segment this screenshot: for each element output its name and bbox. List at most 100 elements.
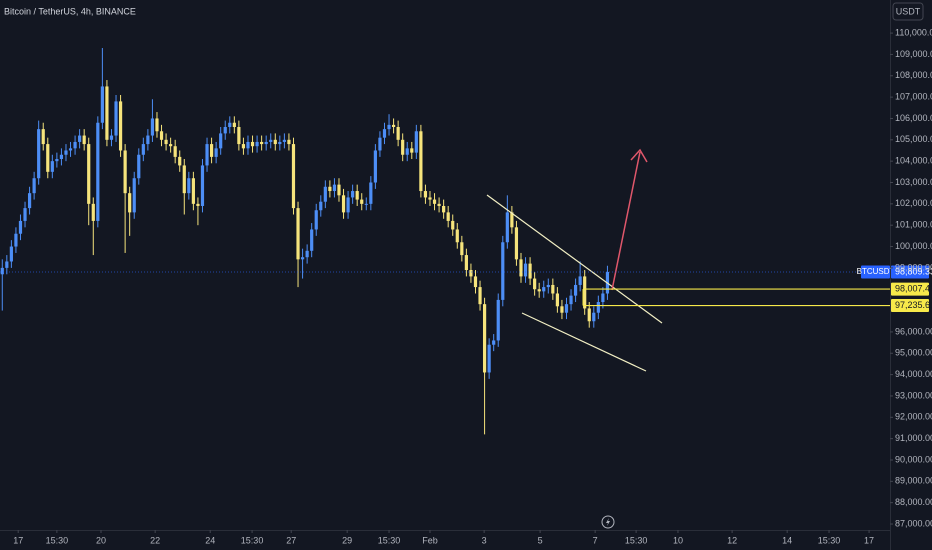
candle-body — [305, 250, 309, 258]
candle-body — [264, 141, 268, 145]
candle-body — [460, 242, 464, 256]
candle-body — [583, 276, 587, 309]
candle-body — [128, 193, 132, 213]
candle-body — [164, 139, 168, 145]
candle-body — [369, 182, 373, 204]
x-tick-label: 12 — [727, 535, 737, 545]
arrow-head — [630, 148, 648, 163]
candle-body — [569, 295, 573, 305]
candle-body — [187, 178, 191, 194]
y-tick-label: 95,000.00 — [895, 348, 932, 358]
candle-body — [169, 144, 173, 147]
candle-body — [96, 122, 100, 221]
candle-body — [364, 203, 368, 205]
x-tick-label: 17 — [13, 535, 23, 545]
lightning-icon[interactable] — [601, 515, 615, 529]
candle-body — [592, 312, 596, 322]
candle-body — [123, 150, 127, 194]
candle-body — [432, 199, 437, 204]
x-tick-label: 5 — [538, 535, 543, 545]
candle-body — [250, 141, 255, 147]
candle-body — [255, 141, 259, 147]
candle-body — [542, 287, 546, 292]
candle-body — [319, 201, 323, 211]
candle-body — [246, 141, 250, 149]
candle-body — [469, 270, 473, 277]
candle-body — [114, 101, 118, 136]
x-tick-label: 15:30 — [625, 535, 648, 545]
candle-body — [419, 131, 423, 192]
y-tick-label: 99,000.00 — [895, 262, 932, 272]
candle-body — [601, 293, 605, 303]
trend-line — [521, 312, 647, 372]
candle-body — [387, 124, 391, 130]
candle-body — [414, 131, 418, 153]
currency-button[interactable] — [892, 2, 924, 21]
candle-body — [137, 154, 141, 179]
x-tick-label: 29 — [342, 535, 352, 545]
y-tick-label: 96,000.00 — [895, 326, 932, 336]
candle-body — [492, 340, 496, 345]
candle-body — [182, 165, 186, 194]
candle-body — [287, 139, 291, 145]
candle-body — [442, 205, 446, 213]
symbol-label: BTCUSDT — [857, 267, 895, 276]
candle-body — [310, 229, 314, 251]
y-tick-label: 109,000.00 — [895, 49, 932, 59]
candle-body — [573, 284, 578, 296]
candle-body — [473, 276, 478, 288]
candle-body — [378, 137, 382, 151]
candle-body — [109, 135, 114, 140]
symbol-badge — [861, 265, 890, 279]
y-tick-label: 101,000.00 — [895, 220, 932, 230]
y-tick-label: 105,000.00 — [895, 134, 932, 144]
arrow-line — [611, 151, 641, 291]
candle-body — [100, 86, 104, 123]
x-tick-label: 15:30 — [46, 535, 69, 545]
y-tick-label: 92,000.00 — [895, 412, 932, 422]
candle-body — [451, 220, 455, 230]
candle-body — [300, 257, 305, 260]
candle-body — [46, 144, 50, 172]
candle-body — [214, 148, 218, 157]
candle-body — [482, 304, 487, 373]
candle-body — [596, 302, 600, 313]
candle-body — [223, 127, 227, 134]
x-tick-label: 15:30 — [241, 535, 264, 545]
candle-body — [205, 144, 209, 166]
candle-body — [9, 246, 13, 262]
candle-body — [323, 186, 327, 202]
candle-body — [269, 139, 273, 142]
x-tick-label: 3 — [482, 535, 487, 545]
y-tick-label: 89,000.00 — [895, 476, 932, 486]
candle-body — [337, 184, 341, 196]
x-tick-label: 17 — [864, 535, 874, 545]
candle-body — [82, 135, 86, 145]
candle-body — [551, 284, 555, 294]
candle-body — [496, 299, 500, 341]
candle-body — [437, 203, 441, 206]
candles — [0, 48, 610, 435]
price-line-label: 98,007.43 — [895, 283, 932, 293]
currency-label[interactable]: USDT — [896, 6, 921, 16]
x-tick-label: 20 — [96, 535, 106, 545]
candle-body — [32, 178, 36, 194]
y-tick-label: 91,000.00 — [895, 433, 932, 443]
candle-body — [18, 220, 23, 234]
candle-body — [150, 118, 155, 136]
candle-body — [196, 203, 200, 206]
candle-body — [23, 208, 27, 221]
candle-body — [209, 144, 214, 157]
candle-body — [173, 146, 177, 157]
candle-body — [146, 135, 150, 145]
y-tick-label: 106,000.00 — [895, 113, 932, 123]
candle-body — [200, 165, 205, 206]
y-tick-label: 87,000.00 — [895, 518, 932, 528]
x-tick-label: 22 — [150, 535, 160, 545]
overlays: BTCUSDT 98,809.33 98,007.43 97,235.61 — [0, 265, 932, 313]
candle-body — [514, 227, 519, 260]
x-tick-label: 14 — [782, 535, 792, 545]
candle-body — [464, 255, 468, 271]
candle-body — [446, 212, 450, 221]
